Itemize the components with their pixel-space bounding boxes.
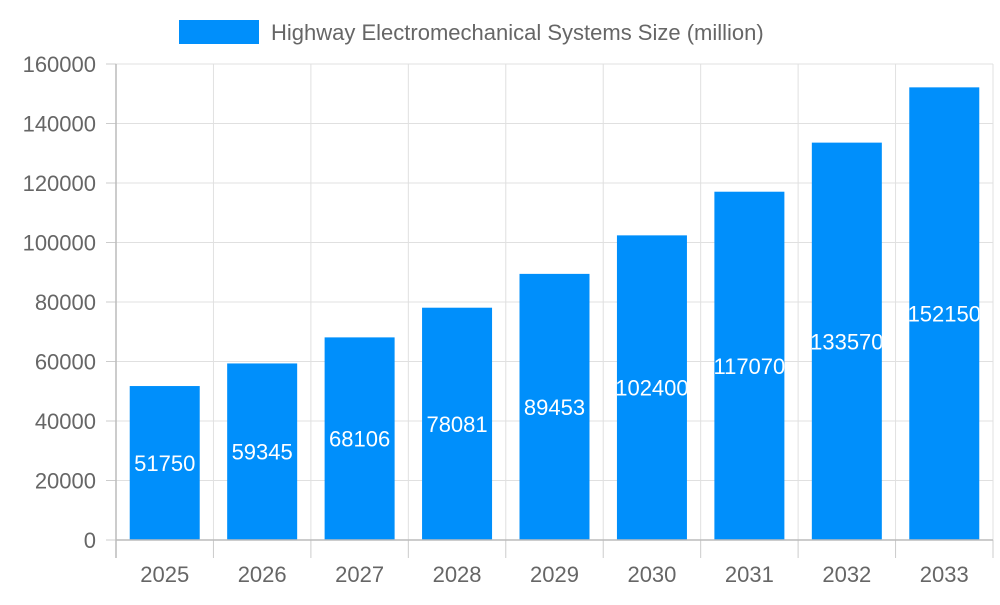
y-tick-label: 40000 — [35, 409, 96, 434]
data-label: 117070 — [713, 354, 785, 379]
y-tick-label: 160000 — [23, 52, 96, 77]
bars: 51750 59345 68106 78081 89453 102400 117070 133… — [129, 87, 981, 541]
data-label: 59345 — [232, 440, 293, 465]
y-tick-label: 80000 — [35, 290, 96, 315]
legend[interactable]: Highway Electromechanical Systems Size (… — [179, 20, 764, 45]
x-tick-label: 2026 — [238, 562, 287, 587]
x-tick-label: 2029 — [530, 562, 579, 587]
y-tick-label: 60000 — [35, 350, 96, 375]
bar-2032 — [811, 142, 882, 540]
bar-2027 — [324, 337, 395, 540]
data-label: 51750 — [134, 451, 195, 476]
bar-2033 — [909, 87, 980, 540]
bar-2028 — [422, 307, 493, 540]
bar-2029 — [519, 273, 590, 540]
axes: 0 20000 40000 60000 80000 100000 120000 140000 1… — [23, 52, 994, 587]
bar-2026 — [227, 363, 298, 540]
legend-label: Highway Electromechanical Systems Size (… — [271, 20, 764, 45]
x-tick-label: 2028 — [433, 562, 482, 587]
bar-2025 — [129, 386, 200, 540]
x-tick-label: 2030 — [627, 562, 676, 587]
bar-2030 — [616, 235, 687, 541]
y-tick-label: 120000 — [23, 171, 96, 196]
x-tick-label: 2032 — [822, 562, 871, 587]
y-tick-label: 0 — [84, 528, 96, 553]
data-label: 133570 — [810, 329, 883, 354]
x-tick-label: 2025 — [140, 562, 189, 587]
data-label: 102400 — [615, 376, 688, 401]
data-label: 89453 — [524, 395, 585, 420]
data-label: 152150 — [908, 302, 981, 327]
x-tick-label: 2027 — [335, 562, 384, 587]
data-label: 78081 — [426, 412, 487, 437]
data-label: 68106 — [329, 427, 390, 452]
bar-2031 — [714, 191, 785, 541]
legend-swatch — [179, 20, 259, 44]
x-tick-label: 2031 — [725, 562, 774, 587]
y-tick-label: 20000 — [35, 469, 96, 494]
x-tick-label: 2033 — [920, 562, 969, 587]
y-tick-label: 140000 — [23, 112, 96, 137]
y-tick-label: 100000 — [23, 231, 96, 256]
